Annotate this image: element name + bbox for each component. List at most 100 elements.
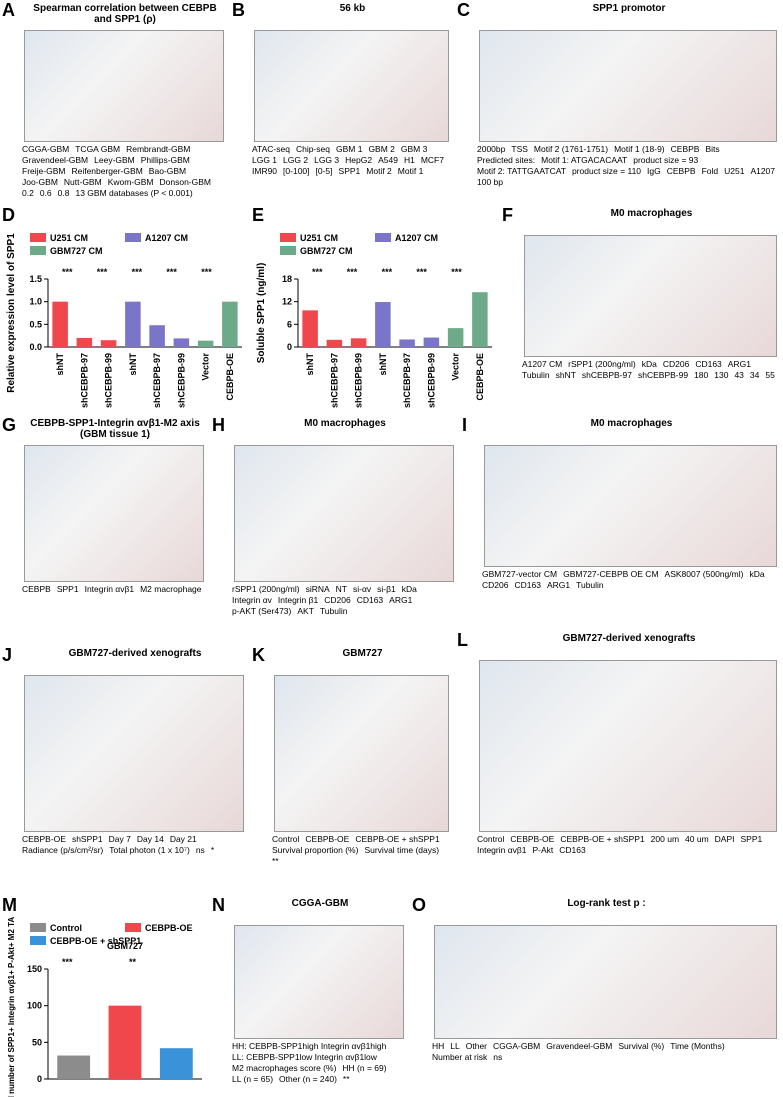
label: rSPP1 (200ng/ml) bbox=[568, 359, 636, 369]
legend-label: A1207 CM bbox=[145, 233, 188, 243]
significance: *** bbox=[382, 267, 393, 277]
label: rSPP1 (200ng/ml) bbox=[232, 584, 300, 594]
label: A1207 CM bbox=[522, 359, 563, 369]
label: CD163 bbox=[356, 595, 384, 605]
label: AKT bbox=[297, 606, 314, 616]
panel-label: L bbox=[457, 630, 468, 650]
legend-swatch bbox=[30, 246, 46, 255]
y-axis-label: Soluble SPP1 (ng/ml) bbox=[256, 263, 267, 364]
y-tick-label: 6 bbox=[287, 319, 292, 329]
x-tick-label: shNT bbox=[55, 352, 65, 375]
label: si-β1 bbox=[377, 584, 396, 594]
image-placeholder bbox=[434, 925, 777, 1039]
label: CD206 bbox=[662, 359, 690, 369]
significance: *** bbox=[97, 267, 108, 277]
label: Reifenberger-GBM bbox=[71, 166, 143, 176]
label: A549 bbox=[378, 155, 398, 165]
legend-label: CEBPB-OE bbox=[145, 923, 193, 933]
label: Chip-seq bbox=[295, 144, 330, 154]
label: shCEBPB-97 bbox=[581, 370, 632, 380]
label: U251 bbox=[724, 166, 745, 176]
x-tick-label: CEBPB-OE bbox=[225, 353, 235, 401]
label: GBM 3 bbox=[400, 144, 428, 154]
label: Day 14 bbox=[136, 834, 164, 844]
label: CEBPB-OE bbox=[305, 834, 350, 844]
text-list: Control CEBPB-OE CEBPB-OE + shSPP1 200 um 40… bbox=[477, 834, 779, 888]
label: 13 GBM databases (P < 0.001) bbox=[75, 188, 193, 198]
x-tick-label: Vector bbox=[451, 353, 461, 381]
label: HH (n = 69) bbox=[342, 1063, 387, 1073]
x-tick-label: shCEBPB-99 bbox=[176, 353, 186, 408]
panel: F M0 macrophages A1207 CM rSPP1 (200ng/ml) k… bbox=[500, 205, 783, 415]
panel: K GBM727 Control CEBPB-OE CEBPB-OE + shSPP1 S… bbox=[250, 645, 455, 890]
label: Day 7 bbox=[108, 834, 131, 844]
label: LL bbox=[450, 1041, 460, 1051]
panel-label: C bbox=[457, 0, 470, 20]
label: Other (n = 240) bbox=[279, 1074, 337, 1084]
y-tick-label: 150 bbox=[27, 964, 42, 974]
legend-swatch bbox=[30, 923, 46, 932]
y-tick-label: 18 bbox=[282, 274, 292, 284]
label: ATAC-seq bbox=[252, 144, 290, 154]
significance: *** bbox=[347, 267, 358, 277]
text-list: 2000bp TSS Motif 2 (1761-1751) Motif 1 (18-… bbox=[477, 144, 779, 198]
image-placeholder bbox=[274, 675, 449, 832]
label: ARG1 bbox=[389, 595, 413, 605]
significance: *** bbox=[62, 957, 73, 967]
label: CD163 bbox=[559, 845, 586, 855]
significance: *** bbox=[132, 267, 143, 277]
label: TSS bbox=[511, 144, 528, 154]
legend-swatch bbox=[375, 233, 391, 242]
panel-title: CGGA-GBM bbox=[291, 898, 349, 909]
label: Motif 1: ATGACACAAT bbox=[541, 155, 628, 165]
panel: E U251 CM A1207 CM GBM727 CM 0 6 12 18 Soluble S… bbox=[250, 205, 500, 415]
label: Radiance (p/s/cm²/sr) bbox=[22, 845, 104, 855]
panel: H M0 macrophages rSPP1 (200ng/ml) siRNA NT si… bbox=[210, 415, 460, 640]
x-tick-label: shCEBPB-97 bbox=[402, 353, 412, 408]
label: ARG1 bbox=[727, 359, 751, 369]
label: Leey-GBM bbox=[94, 155, 135, 165]
text-list: rSPP1 (200ng/ml) siRNA NT si-αv si-β1 kDa Inte… bbox=[232, 584, 456, 638]
panel-title: Log-rank test p : bbox=[567, 898, 646, 909]
x-tick-label: shCEBPB-97 bbox=[152, 353, 162, 408]
label: CD206 bbox=[482, 580, 509, 590]
bar bbox=[326, 339, 343, 347]
panel-title: M0 macrophages bbox=[304, 418, 386, 429]
panel-label: H bbox=[212, 415, 225, 435]
label: si-αv bbox=[353, 584, 372, 594]
panel: A Spearman correlation between CEBPB and … bbox=[0, 0, 230, 200]
panel: G CEBPB-SPP1-Integrin αvβ1-M2 axis (GBM t… bbox=[0, 415, 210, 640]
bar bbox=[302, 310, 318, 347]
label: Control bbox=[477, 834, 505, 844]
label: Other bbox=[465, 1041, 488, 1051]
x-tick-label: shNT bbox=[305, 352, 315, 375]
bar bbox=[57, 1055, 91, 1079]
legend-label: A1207 CM bbox=[395, 233, 438, 243]
text-list: Control CEBPB-OE CEBPB-OE + shSPP1 Survival… bbox=[272, 834, 451, 888]
label: MCF7 bbox=[420, 155, 444, 165]
label: CGGA-GBM bbox=[22, 144, 70, 154]
label: CD163 bbox=[514, 580, 541, 590]
label: [0-100] bbox=[283, 166, 310, 176]
label: LGG 1 bbox=[252, 155, 278, 165]
text-list: A1207 CM rSPP1 (200ng/ml) kDa CD206 CD163 ARG… bbox=[522, 359, 779, 413]
label: Gravendeel-GBM bbox=[546, 1041, 613, 1051]
label: LGG 3 bbox=[314, 155, 340, 165]
label: Rembrandt-GBM bbox=[126, 144, 191, 154]
legend-label: U251 CM bbox=[300, 233, 338, 243]
label: Tubulin bbox=[319, 606, 348, 616]
label: siRNA bbox=[305, 584, 330, 594]
y-tick-label: 100 bbox=[27, 1001, 42, 1011]
label: CD163 bbox=[695, 359, 722, 369]
panel-title: 56 kb bbox=[339, 3, 366, 14]
label: [0-5] bbox=[315, 166, 333, 176]
panel-label: G bbox=[2, 415, 17, 435]
x-tick-label: shCEBPB-97 bbox=[329, 353, 339, 408]
label: 55 bbox=[765, 370, 775, 380]
label: kDa bbox=[401, 584, 417, 594]
label: Motif 1 bbox=[397, 166, 424, 176]
bar bbox=[125, 301, 141, 347]
label: 130 bbox=[714, 370, 729, 380]
panel: B 56 kb ATAC-seq Chip-seq GBM 1 GBM 2 GBM 3 LGG… bbox=[230, 0, 455, 200]
label: Integrin αvβ1 bbox=[477, 845, 527, 855]
